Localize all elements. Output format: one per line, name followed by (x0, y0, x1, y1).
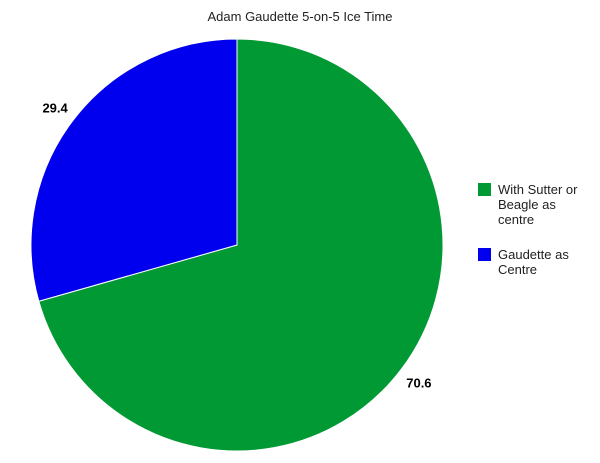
data-label-0: 70.6 (406, 375, 431, 390)
chart-title: Adam Gaudette 5-on-5 Ice Time (207, 9, 393, 24)
legend-item-0: With Sutter or Beagle as centre (478, 182, 588, 227)
legend-label-1: Gaudette as Centre (498, 247, 569, 277)
legend-swatch-1 (478, 248, 491, 261)
pie-slice-1 (30, 38, 238, 302)
data-label-1: 29.4 (42, 101, 68, 116)
pie-slice-0 (38, 38, 444, 452)
legend-label-0: With Sutter or Beagle as centre (498, 182, 578, 227)
legend-item-1: Gaudette as Centre (478, 247, 588, 277)
legend-swatch-0 (478, 183, 491, 196)
